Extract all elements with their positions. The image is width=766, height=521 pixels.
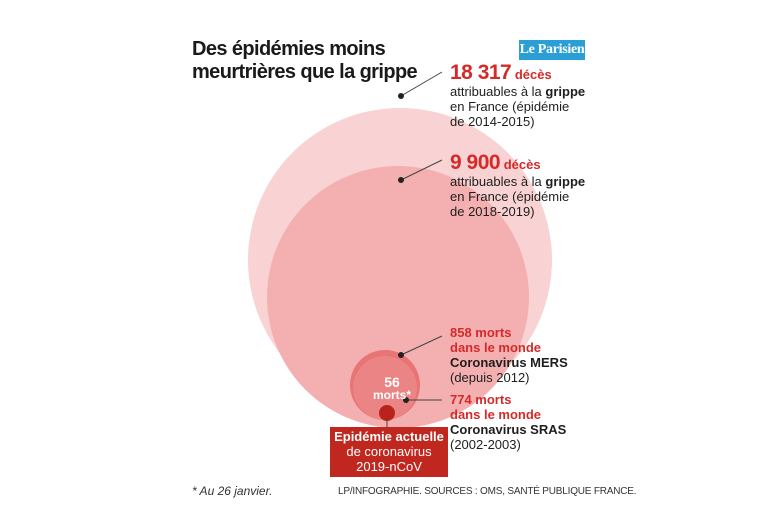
label-grippe-2018-2019: 9 900 décès attribuables à la grippe en … [450,151,586,220]
value-grippe-2018-2019: 9 900 [450,151,501,174]
badge-current-epidemic: Epidémie actuelle de coronavirus 2019-nC… [330,427,448,477]
leader-dots [398,93,409,403]
leader-line-2 [400,159,443,181]
value-grippe-2014-2015: 18 317 [450,61,512,84]
sources: LP/INFOGRAPHIE. SOURCES : OMS, SANTÉ PUB… [338,486,637,497]
circle-sras [353,356,417,420]
circle-nCoV [379,405,395,421]
label-nCoV-count: 56 morts* [372,374,411,402]
circle-grippe-2018-2019 [267,166,529,428]
label-sras: 774 morts dans le monde Coronavirus SRAS… [450,392,567,452]
label-mers: 858 morts dans le monde Coronavirus MERS… [450,325,568,385]
le-parisien-logo: Le Parisien [519,40,585,60]
label-grippe-2014-2015: 18 317 décès attribuables à la grippe en… [450,61,586,130]
title-line-2: meurtrières que la grippe [192,61,418,83]
leader-lines [386,71,443,428]
leader-line-1 [400,71,443,97]
page-title: Des épidémies moins meurtrières que la g… [192,38,432,84]
title-line-1: Des épidémies moins [192,38,386,60]
footnote: * Au 26 janvier. [192,484,273,498]
leader-line-3 [400,335,443,356]
